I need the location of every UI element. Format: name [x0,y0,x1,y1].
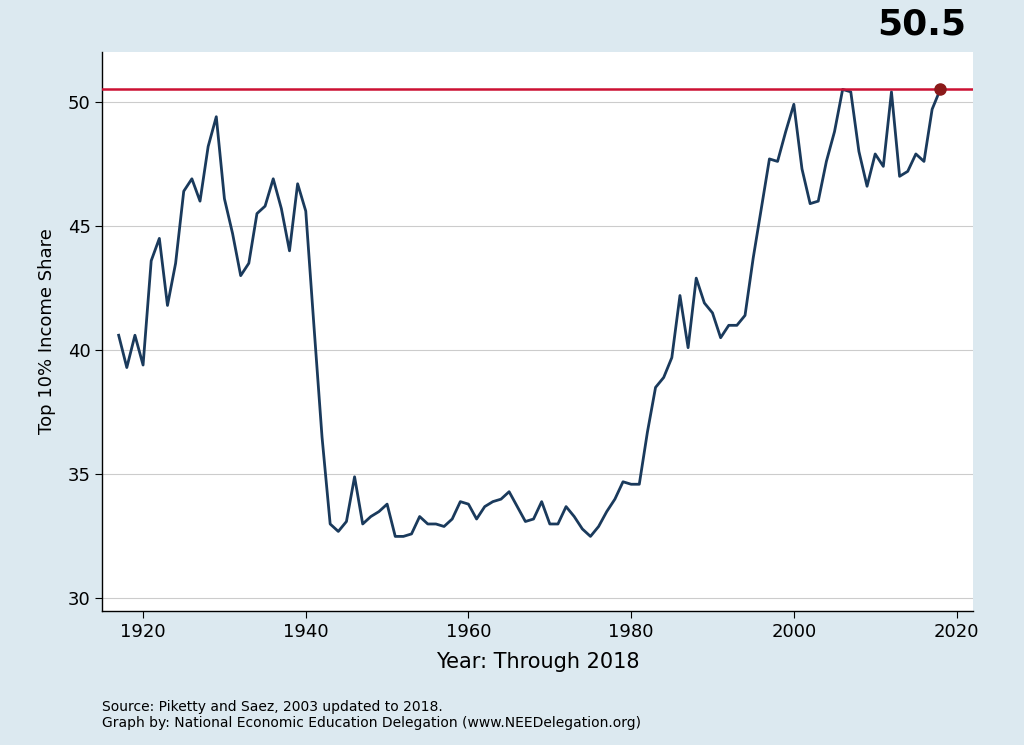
Text: Source: Piketty and Saez, 2003 updated to 2018.
Graph by: National Economic Educ: Source: Piketty and Saez, 2003 updated t… [102,700,641,730]
Y-axis label: Top 10% Income Share: Top 10% Income Share [39,229,56,434]
Text: 50.5: 50.5 [877,7,966,41]
X-axis label: Year: Through 2018: Year: Through 2018 [436,652,639,672]
